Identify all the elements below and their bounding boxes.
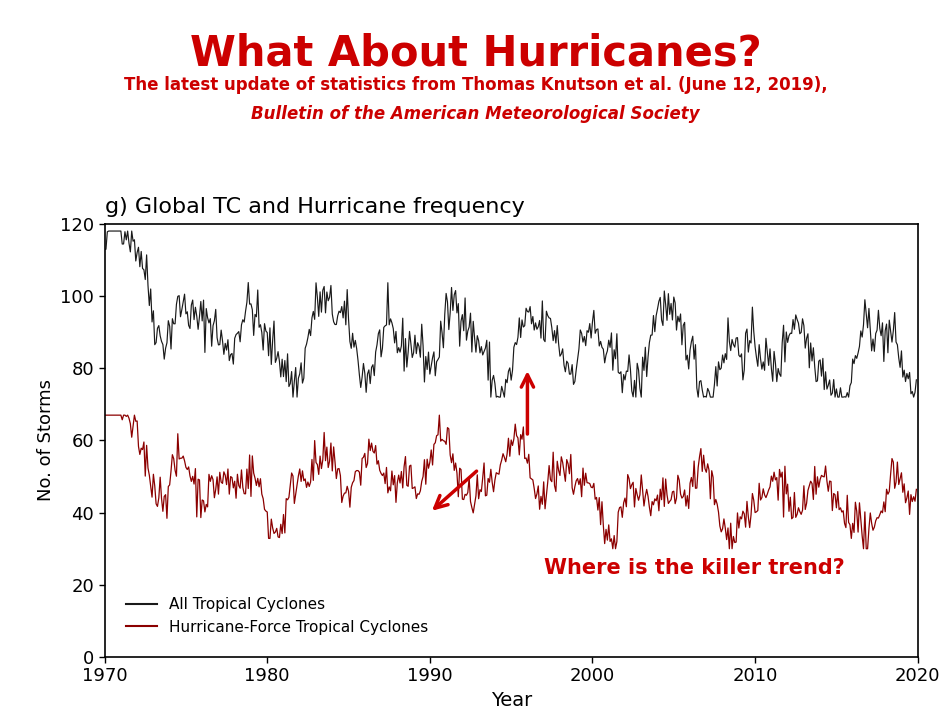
All Tropical Cyclones <box>713 357 725 366</box>
All Tropical Cyclones <box>103 227 114 235</box>
Hurricane-Force Tropical Cyclones <box>577 464 589 472</box>
Hurricane-Force Tropical Cyclones <box>99 411 110 419</box>
Line: All Tropical Cyclones: All Tropical Cyclones <box>105 231 917 397</box>
All Tropical Cyclones <box>310 279 321 287</box>
Text: The latest update of statistics from Thomas Knutson et al. (June 12, 2019),: The latest update of statistics from Tho… <box>124 76 827 94</box>
Hurricane-Force Tropical Cyclones <box>607 544 618 553</box>
Y-axis label: No. of Storms: No. of Storms <box>36 380 54 501</box>
Text: Bulletin of the American Meteorological Society: Bulletin of the American Meteorological … <box>251 105 700 123</box>
Hurricane-Force Tropical Cyclones <box>911 485 922 494</box>
All Tropical Cyclones <box>243 300 255 308</box>
Hurricane-Force Tropical Cyclones <box>711 500 723 508</box>
X-axis label: Year: Year <box>491 691 532 710</box>
Line: Hurricane-Force Tropical Cyclones: Hurricane-Force Tropical Cyclones <box>105 415 917 549</box>
Text: g) Global TC and Hurricane frequency: g) Global TC and Hurricane frequency <box>105 196 524 217</box>
All Tropical Cyclones <box>287 393 299 401</box>
Hurricane-Force Tropical Cyclones <box>466 503 477 512</box>
Hurricane-Force Tropical Cyclones <box>243 484 254 493</box>
All Tropical Cyclones <box>99 245 110 253</box>
Legend: All Tropical Cyclones, Hurricane-Force Tropical Cyclones: All Tropical Cyclones, Hurricane-Force T… <box>121 591 435 640</box>
All Tropical Cyclones <box>580 342 592 350</box>
Hurricane-Force Tropical Cyclones <box>642 492 653 501</box>
All Tropical Cyclones <box>911 375 922 384</box>
Text: Where is the killer trend?: Where is the killer trend? <box>544 557 844 578</box>
Text: What About Hurricanes?: What About Hurricanes? <box>189 32 762 74</box>
All Tropical Cyclones <box>644 338 655 347</box>
All Tropical Cyclones <box>469 334 480 342</box>
Hurricane-Force Tropical Cyclones <box>307 476 319 484</box>
